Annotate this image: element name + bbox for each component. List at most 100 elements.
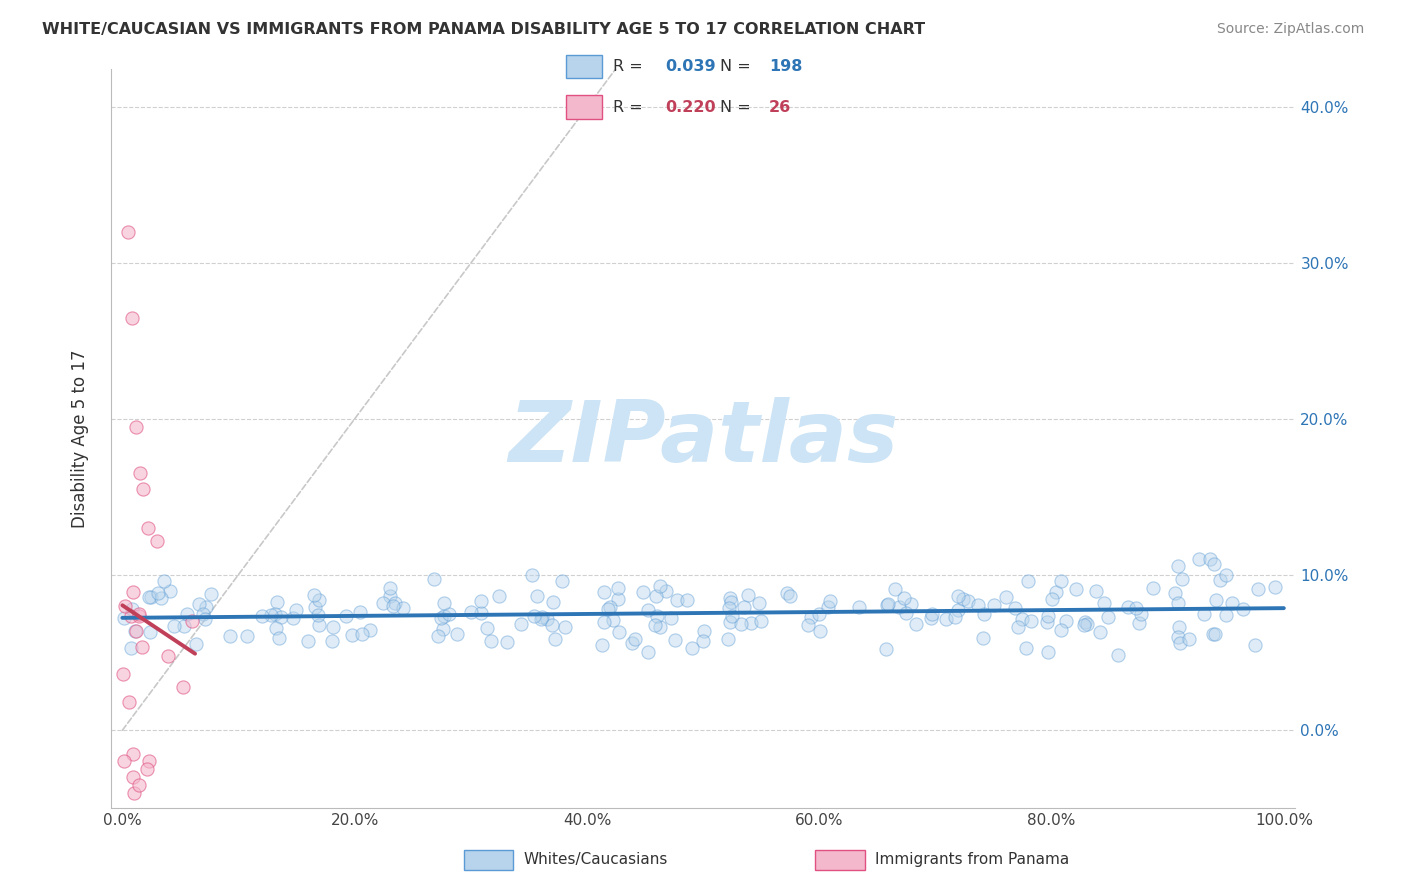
Point	[875, 641, 897, 656]
Point	[904, 616, 927, 631]
Point	[173, 619, 195, 633]
Text: Source: ZipAtlas.com: Source: ZipAtlas.com	[1216, 22, 1364, 37]
Point	[730, 617, 752, 632]
Point	[117, 225, 139, 239]
Point	[1076, 616, 1098, 631]
Point	[159, 583, 181, 598]
Point	[128, 778, 150, 792]
Point	[150, 591, 173, 605]
Point	[1004, 600, 1026, 615]
Point	[112, 755, 135, 769]
Point	[531, 610, 554, 624]
Point	[779, 589, 801, 603]
Point	[889, 600, 911, 615]
Point	[718, 615, 741, 630]
Point	[1007, 620, 1029, 634]
Point	[896, 606, 918, 620]
Point	[972, 631, 994, 645]
Point	[302, 588, 325, 602]
Point	[681, 641, 703, 656]
Point	[122, 585, 145, 599]
Point	[607, 625, 630, 640]
Point	[122, 770, 145, 784]
Point	[122, 785, 145, 799]
Point	[693, 624, 716, 638]
Point	[433, 609, 456, 624]
Point	[544, 632, 567, 647]
Point	[304, 600, 326, 615]
Point	[748, 596, 770, 610]
Point	[1049, 574, 1071, 589]
Point	[359, 623, 381, 637]
Point	[650, 579, 672, 593]
Point	[152, 574, 174, 588]
Point	[136, 521, 159, 535]
Point	[1118, 599, 1140, 614]
Point	[935, 612, 957, 626]
Point	[536, 612, 558, 626]
Point	[522, 568, 544, 582]
Point	[1125, 601, 1147, 615]
Point	[631, 585, 654, 599]
Point	[716, 632, 738, 646]
Point	[1247, 582, 1270, 597]
Point	[591, 638, 613, 652]
Point	[470, 594, 492, 608]
Point	[551, 574, 574, 588]
Y-axis label: Disability Age 5 to 17: Disability Age 5 to 17	[72, 349, 89, 527]
Point	[423, 573, 446, 587]
Point	[267, 631, 290, 645]
Point	[1202, 558, 1225, 572]
Point	[308, 593, 330, 607]
Point	[817, 600, 839, 615]
Point	[384, 596, 406, 610]
Point	[1036, 615, 1059, 630]
Text: 198: 198	[769, 59, 803, 74]
Text: 26: 26	[769, 100, 792, 115]
Point	[606, 591, 628, 606]
Point	[270, 610, 292, 624]
Point	[530, 612, 553, 626]
Point	[114, 599, 136, 613]
Point	[876, 598, 898, 612]
Point	[554, 620, 576, 634]
Point	[195, 600, 218, 615]
Point	[637, 645, 659, 659]
Point	[146, 586, 169, 600]
Point	[111, 667, 134, 681]
Point	[120, 609, 142, 624]
Point	[510, 616, 533, 631]
Point	[624, 632, 647, 646]
Text: 0.039: 0.039	[665, 59, 716, 74]
Point	[1097, 609, 1119, 624]
FancyBboxPatch shape	[567, 95, 602, 120]
Point	[252, 608, 274, 623]
Text: R =: R =	[613, 59, 648, 74]
Point	[112, 611, 135, 625]
Point	[1199, 552, 1222, 566]
Point	[664, 632, 686, 647]
Point	[718, 601, 741, 615]
Point	[740, 615, 762, 630]
Point	[718, 591, 741, 606]
Point	[381, 599, 404, 614]
Point	[957, 594, 980, 608]
Point	[218, 629, 240, 643]
Point	[138, 591, 160, 605]
Point	[285, 603, 308, 617]
Point	[593, 615, 616, 629]
Point	[132, 482, 155, 496]
Point	[541, 595, 564, 609]
Point	[1202, 627, 1225, 641]
Point	[475, 621, 498, 635]
Point	[141, 590, 163, 604]
Point	[1049, 624, 1071, 638]
Point	[135, 762, 157, 776]
Point	[526, 589, 548, 603]
Point	[921, 607, 943, 622]
Point	[644, 589, 666, 603]
Point	[392, 601, 415, 615]
Point	[1205, 593, 1227, 607]
Point	[194, 612, 217, 626]
Point	[200, 587, 222, 601]
